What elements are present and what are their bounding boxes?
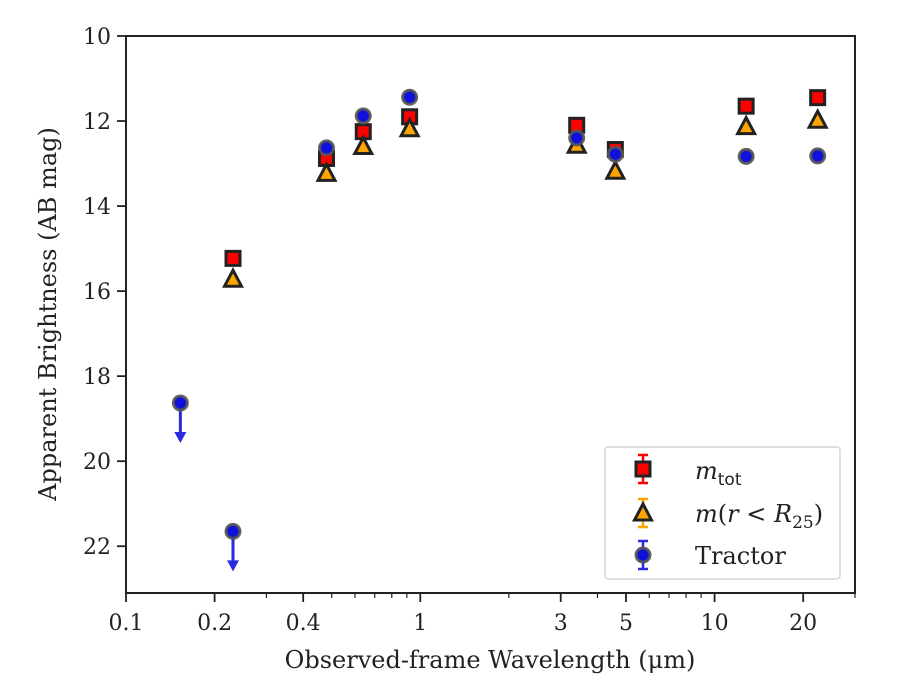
x-tick-label: 0.4 xyxy=(286,611,321,636)
y-tick-label: 12 xyxy=(83,110,111,135)
data-point xyxy=(606,145,624,163)
data-point xyxy=(352,134,375,156)
legend-label: m(r < R25) xyxy=(695,500,823,533)
y-axis-label: Apparent Brightness (AB mag) xyxy=(34,127,62,502)
data-point xyxy=(224,249,242,267)
data-point xyxy=(737,147,755,165)
x-tick-label: 0.2 xyxy=(197,611,232,636)
series-circle xyxy=(171,88,827,572)
data-point xyxy=(224,522,242,540)
y-tick-label: 22 xyxy=(83,535,111,560)
x-tick-label: 20 xyxy=(789,611,817,636)
axis-ticks: 0.1 0.2 0.4 1 3 5 10 20 10 12 14 16 18 20 22 xyxy=(83,25,856,636)
y-tick-label: 20 xyxy=(83,450,111,475)
data-point xyxy=(222,267,245,288)
legend-label: Tractor xyxy=(695,542,786,570)
data-point xyxy=(737,97,755,115)
data-point xyxy=(171,394,189,412)
x-tick-label: 10 xyxy=(701,611,729,636)
upper-limit-arrowhead xyxy=(227,560,240,572)
y-tick-label: 18 xyxy=(83,365,111,390)
data-point xyxy=(401,88,419,106)
x-axis-label: Observed-frame Wavelength (μm) xyxy=(285,646,696,674)
legend-marker xyxy=(634,546,652,564)
data-point xyxy=(604,159,627,180)
x-tick-label: 5 xyxy=(619,611,633,636)
data-point xyxy=(806,107,829,129)
data-point xyxy=(809,89,827,107)
legend-marker xyxy=(634,460,652,478)
data-point xyxy=(809,147,827,165)
upper-limit-arrowhead xyxy=(174,431,187,443)
data-marks xyxy=(171,88,829,572)
data-point xyxy=(735,114,758,136)
data-point xyxy=(398,116,421,138)
legend-label: mtot xyxy=(695,457,742,490)
data-point xyxy=(317,139,335,157)
y-tick-label: 16 xyxy=(83,280,111,305)
plot-frame xyxy=(125,35,856,594)
legend: mtot m(r < R25) Tractor xyxy=(604,446,841,580)
x-tick-label: 0.1 xyxy=(109,611,144,636)
data-point xyxy=(315,161,338,182)
x-tick-label: 1 xyxy=(413,611,427,636)
legend-box xyxy=(604,446,841,580)
data-point xyxy=(568,129,586,147)
data-point xyxy=(354,107,372,125)
y-tick-label: 10 xyxy=(83,25,111,50)
x-tick-label: 3 xyxy=(554,611,568,636)
legend-marker xyxy=(632,500,654,522)
y-tick-label: 14 xyxy=(83,195,111,220)
